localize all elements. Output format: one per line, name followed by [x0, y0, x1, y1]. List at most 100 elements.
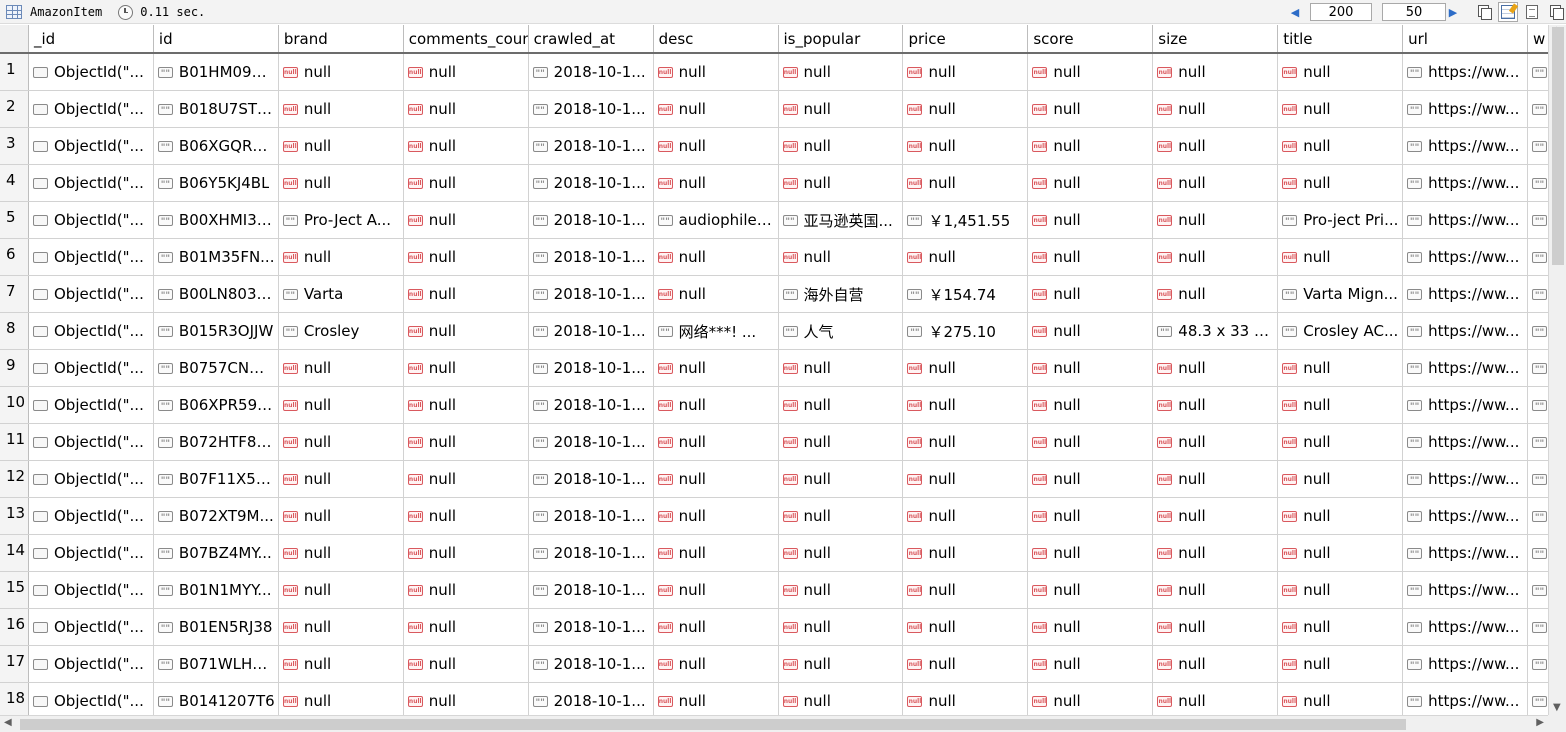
table-cell[interactable]: "" 2018-10-1...	[529, 313, 654, 349]
table-cell[interactable]: ObjectId("...	[29, 313, 154, 349]
table-cell[interactable]: "" 海外自营	[779, 276, 904, 312]
table-cell[interactable]: ObjectId("...	[29, 572, 154, 608]
table-cell[interactable]: "" 48.3 x 33 x ...	[1153, 313, 1279, 349]
table-cell[interactable]: "" https://ww...	[1403, 239, 1529, 275]
table-cell[interactable]: "" B071WLH8...	[154, 646, 279, 682]
table-cell[interactable]: null null	[779, 239, 904, 275]
table-cell[interactable]: null null	[404, 128, 529, 164]
table-cell[interactable]: null null	[779, 498, 904, 534]
table-cell[interactable]: ObjectId("...	[29, 498, 154, 534]
table-cell[interactable]: "" https://ww...	[1403, 646, 1529, 682]
table-cell[interactable]: null null	[654, 54, 779, 90]
table-cell[interactable]: null null	[903, 461, 1029, 497]
row-number[interactable]: 11	[0, 424, 29, 460]
table-cell[interactable]: "" 2018-10-1...	[529, 461, 654, 497]
table-view-button[interactable]	[1498, 2, 1518, 22]
table-cell[interactable]: ""	[1528, 535, 1548, 571]
table-cell[interactable]: null null	[654, 165, 779, 201]
prev-page-icon[interactable]: ◀	[1290, 5, 1300, 19]
table-cell[interactable]: null null	[279, 572, 404, 608]
table-cell[interactable]: ""	[1528, 683, 1548, 715]
table-cell[interactable]: null null	[1153, 54, 1279, 90]
table-cell[interactable]: null null	[654, 276, 779, 312]
table-cell[interactable]: null null	[1028, 535, 1154, 571]
row-number[interactable]: 12	[0, 461, 29, 497]
table-cell[interactable]: "" B00XHMI352	[154, 202, 279, 238]
table-cell[interactable]: null null	[404, 350, 529, 386]
limit-input[interactable]	[1382, 3, 1446, 21]
tree-view-button[interactable]	[1474, 2, 1494, 22]
column-header-crawled-at[interactable]: crawled_at	[529, 25, 654, 52]
table-cell[interactable]: "" B01N1MYY...	[154, 572, 279, 608]
table-row[interactable]: 1 ObjectId("... "" B01HM09G... null null null n…	[0, 54, 1548, 91]
table-cell[interactable]: null null	[279, 350, 404, 386]
table-cell[interactable]: ""	[1528, 646, 1548, 682]
table-cell[interactable]: null null	[779, 165, 904, 201]
table-cell[interactable]: null null	[903, 91, 1029, 127]
table-cell[interactable]: null null	[404, 202, 529, 238]
table-cell[interactable]: "" 2018-10-1...	[529, 498, 654, 534]
table-cell[interactable]: null null	[654, 572, 779, 608]
column-header-w[interactable]: w	[1533, 30, 1546, 48]
table-cell[interactable]: "" B0141207T6	[154, 683, 279, 715]
table-cell[interactable]: null null	[779, 424, 904, 460]
table-cell[interactable]: null null	[654, 609, 779, 645]
table-cell[interactable]: null null	[1278, 461, 1404, 497]
grid-corner[interactable]	[0, 25, 29, 52]
table-cell[interactable]: ""	[1528, 239, 1548, 275]
row-number[interactable]: 5	[0, 202, 29, 238]
table-row[interactable]: 10 ObjectId("... "" B06XPR5943 null null null n…	[0, 387, 1548, 424]
table-cell[interactable]: null null	[279, 535, 404, 571]
table-cell[interactable]: ""	[1528, 461, 1548, 497]
table-cell[interactable]: "" 人气	[779, 313, 904, 349]
table-cell[interactable]: null null	[1278, 609, 1404, 645]
table-cell[interactable]: null null	[779, 683, 904, 715]
table-cell[interactable]: null null	[404, 498, 529, 534]
table-cell[interactable]: null null	[654, 646, 779, 682]
table-cell[interactable]: "" B018U7STLG	[154, 91, 279, 127]
table-cell[interactable]: "" B01HM09G...	[154, 54, 279, 90]
table-cell[interactable]: null null	[1278, 424, 1404, 460]
table-cell[interactable]: null null	[1028, 646, 1154, 682]
table-cell[interactable]: ""	[1528, 91, 1548, 127]
table-row[interactable]: 13 ObjectId("... "" B072XT9M... null null null…	[0, 498, 1548, 535]
scroll-left-icon[interactable]: ◀	[4, 717, 12, 728]
table-cell[interactable]: null null	[404, 165, 529, 201]
table-cell[interactable]: ObjectId("...	[29, 387, 154, 423]
table-row[interactable]: 15 ObjectId("... "" B01N1MYY... null null null…	[0, 572, 1548, 609]
table-cell[interactable]: null null	[654, 424, 779, 460]
table-cell[interactable]: "" 2018-10-1...	[529, 683, 654, 715]
table-cell[interactable]: null null	[1278, 350, 1404, 386]
table-cell[interactable]: null null	[779, 646, 904, 682]
table-cell[interactable]: null null	[1153, 239, 1279, 275]
table-cell[interactable]: null null	[903, 239, 1029, 275]
table-cell[interactable]: null null	[903, 683, 1029, 715]
table-cell[interactable]: "" https://ww...	[1403, 128, 1529, 164]
table-cell[interactable]: ""	[1528, 350, 1548, 386]
table-cell[interactable]: null null	[404, 313, 529, 349]
table-cell[interactable]: "" https://ww...	[1403, 683, 1529, 715]
table-cell[interactable]: null null	[404, 646, 529, 682]
table-cell[interactable]: "" https://ww...	[1403, 572, 1529, 608]
table-cell[interactable]: null null	[1028, 239, 1154, 275]
row-number[interactable]: 16	[0, 609, 29, 645]
table-cell[interactable]: null null	[1278, 572, 1404, 608]
column-header-url[interactable]: url	[1403, 25, 1529, 52]
table-cell[interactable]: "" B072XT9M...	[154, 498, 279, 534]
table-cell[interactable]: null null	[1028, 350, 1154, 386]
table-cell[interactable]: "" 2018-10-1...	[529, 276, 654, 312]
table-cell[interactable]: null null	[1278, 683, 1404, 715]
table-cell[interactable]: null null	[404, 276, 529, 312]
table-row[interactable]: 14 ObjectId("... "" B07BZ4MY... null null null…	[0, 535, 1548, 572]
table-cell[interactable]: "" 2018-10-1...	[529, 54, 654, 90]
table-cell[interactable]: null null	[654, 498, 779, 534]
column-header-size[interactable]: size	[1153, 25, 1279, 52]
table-cell[interactable]: null null	[404, 609, 529, 645]
table-cell[interactable]: null null	[903, 54, 1029, 90]
extra-view-button[interactable]	[1546, 2, 1566, 22]
table-cell[interactable]: null null	[279, 165, 404, 201]
table-cell[interactable]: "" B07F11X5X...	[154, 461, 279, 497]
table-cell[interactable]: null null	[1153, 276, 1279, 312]
table-cell[interactable]: ObjectId("...	[29, 128, 154, 164]
table-cell[interactable]: null null	[1278, 646, 1404, 682]
